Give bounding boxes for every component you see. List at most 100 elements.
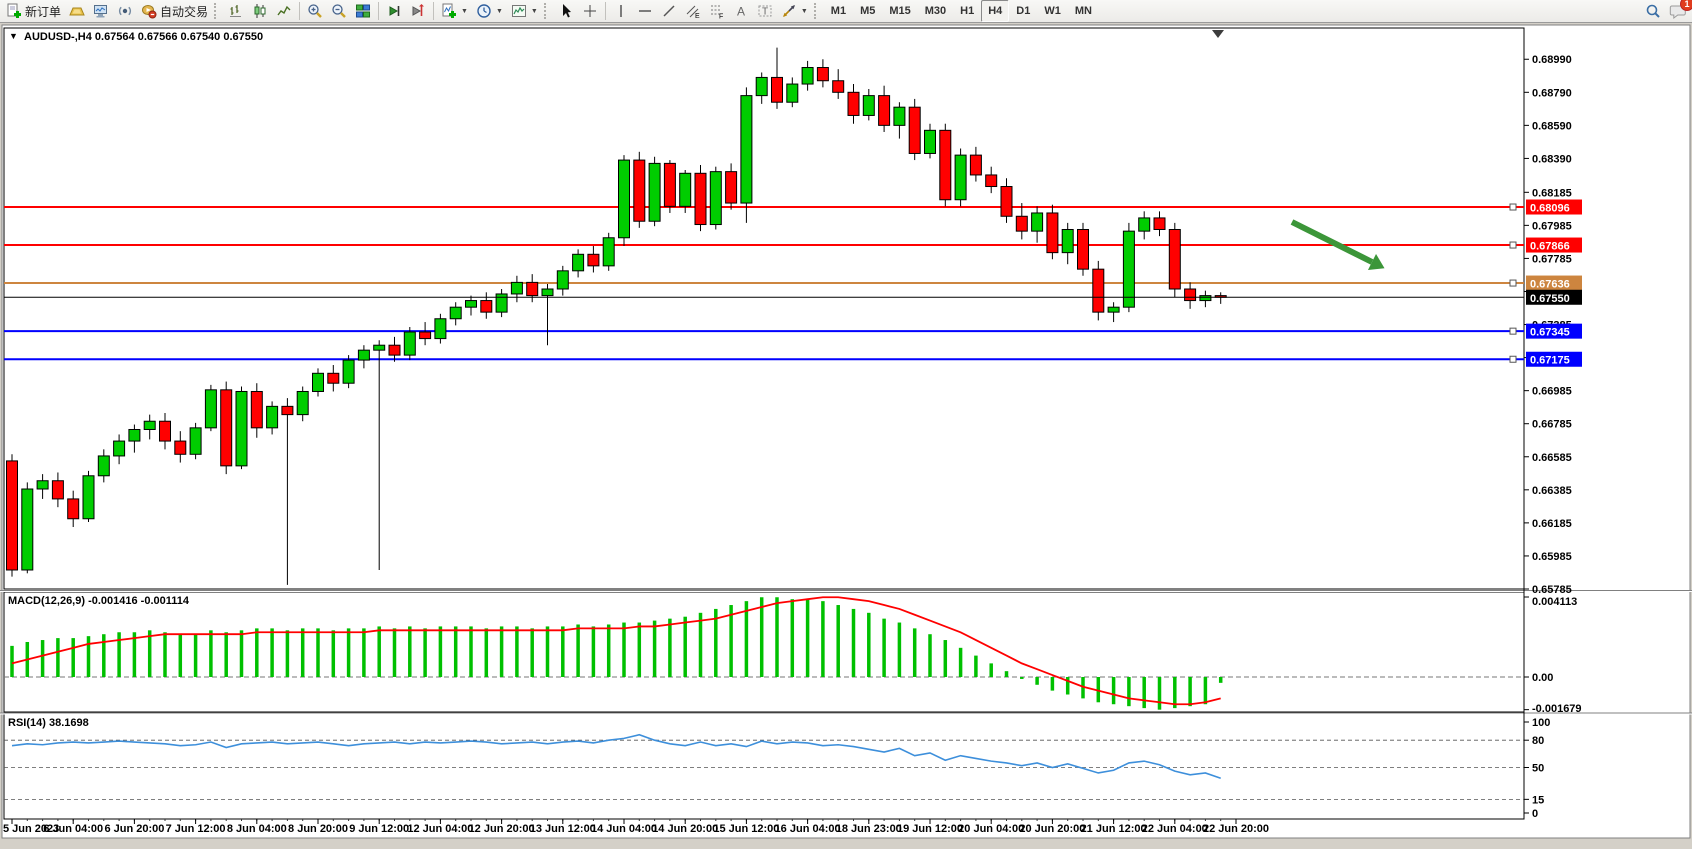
chart-shift-marker[interactable]: [1212, 30, 1224, 38]
zoom-in-icon: [308, 4, 322, 18]
trendline-button[interactable]: [657, 0, 681, 22]
toolbar-grip: [813, 3, 820, 19]
macd-panel-plot[interactable]: [3, 591, 1525, 713]
templates-button[interactable]: ▼: [507, 0, 542, 22]
candle-60: [924, 129, 936, 154]
timeframe-mn-button[interactable]: MN: [1074, 5, 1092, 17]
timeframe-m5-button[interactable]: M5: [860, 5, 876, 17]
hline-handle[interactable]: [1509, 327, 1517, 335]
rsi-line: [11, 733, 1221, 779]
cursor-button[interactable]: [554, 0, 578, 22]
timeframe-h1-button[interactable]: H1: [960, 5, 975, 17]
crosshair-button[interactable]: [578, 0, 602, 22]
arrow-objects-button[interactable]: ▼: [777, 0, 812, 22]
candlestick-chart-button[interactable]: [248, 0, 272, 22]
candle-2: [36, 480, 49, 490]
hline-handle[interactable]: [1509, 203, 1517, 211]
price-tick-label: 0.68390: [1532, 153, 1572, 165]
date-tick-label: 12 Jun 20:00: [469, 823, 535, 835]
timeframe-d1-button[interactable]: D1: [1016, 5, 1031, 17]
bar-chart-button[interactable]: [224, 0, 248, 22]
arrow-objects-icon: [782, 5, 795, 17]
chart-shift-button[interactable]: [406, 0, 430, 22]
text-icon: A: [737, 5, 745, 19]
timeframe-w1-button[interactable]: W1: [1044, 5, 1061, 17]
date-tick-label: 6 Jun 20:00: [104, 823, 164, 835]
price-label: 0.67866: [1530, 241, 1570, 253]
text-button[interactable]: A: [729, 0, 753, 22]
candle-69: [1061, 228, 1074, 254]
main-chart-plot[interactable]: [3, 27, 1525, 590]
candle-74: [1138, 217, 1151, 232]
candle-1: [21, 488, 34, 571]
dropdown-arrow-icon: ▼: [800, 7, 808, 15]
rsi-panel-plot[interactable]: [3, 713, 1525, 820]
date-tick-label: 22 Jun 20:00: [1203, 823, 1269, 835]
candle-71: [1092, 268, 1105, 313]
candle-8: [128, 428, 141, 442]
candle-63: [969, 154, 982, 176]
vertical-line-button[interactable]: [609, 0, 633, 22]
candle-20: [312, 372, 324, 392]
trend-arrow-annotation[interactable]: [1290, 219, 1374, 265]
auto-scroll-button[interactable]: [382, 0, 406, 22]
candle-19: [296, 390, 309, 416]
hline-handle[interactable]: [1509, 241, 1517, 249]
macd-tick-label: -0.001679: [1532, 703, 1582, 715]
toolbar-grip: [214, 3, 220, 19]
rsi-tick-label: 0: [1532, 808, 1538, 820]
periods-button[interactable]: ▼: [472, 0, 507, 22]
zoom-out-button[interactable]: [327, 0, 351, 22]
text-label-button[interactable]: T: [753, 0, 777, 22]
candle-35: [541, 288, 554, 297]
timeframe-h4-button[interactable]: H4: [981, 0, 1010, 22]
current-price-label: 0.67550: [1530, 293, 1570, 305]
price-label: 0.68096: [1530, 203, 1570, 215]
autotrading-icon: [142, 5, 157, 19]
autotrading-label: 自动交易: [160, 4, 209, 19]
tile-windows-button[interactable]: [351, 0, 375, 22]
candle-11: [174, 440, 187, 455]
candle-78: [1199, 295, 1212, 302]
candle-26: [403, 331, 416, 356]
candle-41: [633, 159, 646, 222]
zoom-in-button[interactable]: [303, 0, 327, 22]
chart-window[interactable]: 0.68990 0.68790 0.68590 0.68390 0.68185 0.679…: [0, 24, 1692, 844]
equidistant-channel-button[interactable]: E: [681, 0, 705, 22]
fibonacci-icon: F: [710, 5, 723, 19]
timeframe-m15-button[interactable]: M15: [889, 5, 911, 17]
line-chart-button[interactable]: [272, 0, 296, 22]
terminal-button[interactable]: [89, 0, 113, 22]
toolbar-separator: [604, 2, 606, 20]
trend-arrow-head[interactable]: [1367, 253, 1385, 271]
fibonacci-button[interactable]: F: [705, 0, 729, 22]
broadcast-button[interactable]: [113, 0, 137, 22]
candle-42: [648, 162, 661, 222]
horizontal-line-button[interactable]: [633, 0, 657, 22]
timeframe-m30-button[interactable]: M30: [924, 5, 947, 17]
date-tick-label: 8 Jun 04:00: [227, 823, 287, 835]
date-tick-label: 12 Jun 04:00: [407, 823, 473, 835]
notifications-button[interactable]: 1: [1665, 0, 1692, 22]
hline-handle[interactable]: [1509, 355, 1517, 363]
terminal-monitor-icon: [94, 5, 108, 18]
search-button[interactable]: [1641, 0, 1665, 22]
candle-32: [495, 293, 508, 313]
autotrading-button[interactable]: 自动交易: [137, 0, 212, 22]
candle-24: [373, 344, 386, 351]
candle-30: [465, 300, 477, 308]
new-order-button[interactable]: 新订单: [2, 0, 65, 22]
symbol-menu-arrow-icon[interactable]: ▼: [9, 31, 18, 41]
candle-23: [357, 349, 370, 361]
toolbar-grip: [543, 3, 550, 19]
candle-45: [694, 172, 707, 226]
deposit-button[interactable]: [65, 0, 89, 22]
candle-34: [526, 281, 539, 297]
timeframe-m1-button[interactable]: M1: [830, 5, 847, 17]
candle-15: [235, 390, 248, 467]
indicators-button[interactable]: ▼: [437, 0, 472, 22]
candle-18: [281, 405, 294, 416]
bar-chart-icon: [230, 5, 242, 17]
candle-57: [878, 95, 891, 126]
hline-handle[interactable]: [1509, 279, 1517, 287]
